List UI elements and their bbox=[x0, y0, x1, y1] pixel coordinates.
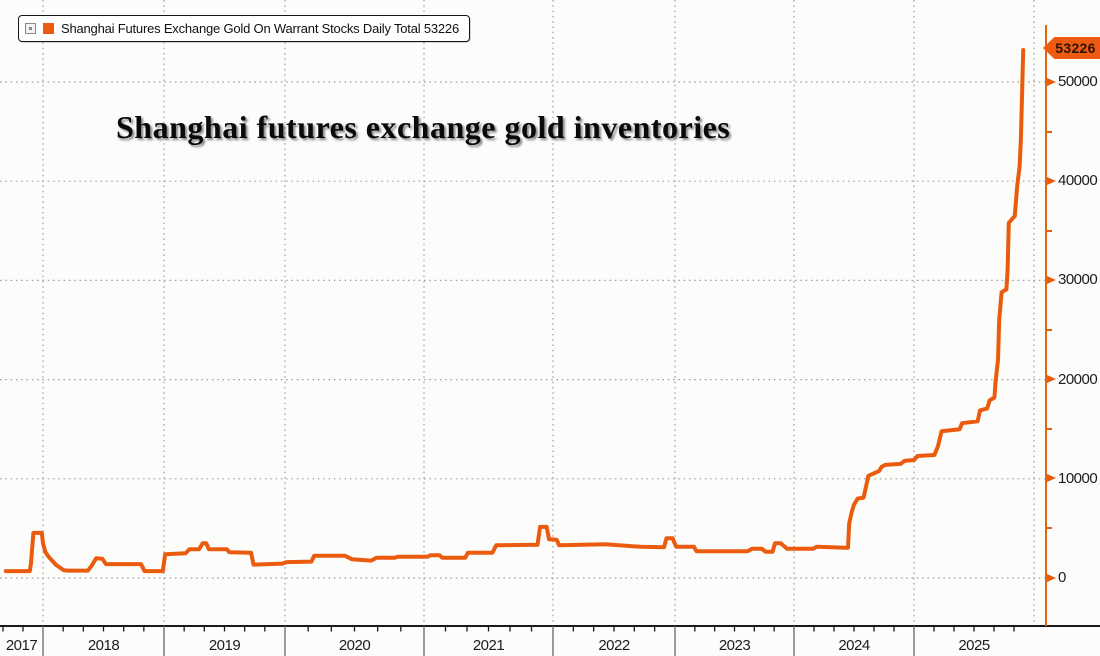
y-minor-tick bbox=[1047, 527, 1052, 530]
x-axis-label: 2022 bbox=[598, 637, 630, 654]
y-minor-tick bbox=[1047, 229, 1052, 232]
y-tick-arrow bbox=[1047, 474, 1056, 483]
y-axis-label: 0 bbox=[1058, 569, 1066, 586]
x-axis-label: 2021 bbox=[472, 637, 505, 654]
y-tick-arrow bbox=[1047, 176, 1056, 185]
x-axis-label: 2017 bbox=[5, 637, 38, 654]
y-axis-label: 30000 bbox=[1058, 271, 1098, 289]
series-line bbox=[3, 48, 1026, 574]
y-tick-arrow bbox=[1047, 573, 1056, 582]
x-axis-label: 2025 bbox=[958, 637, 990, 654]
y-axis-label: 40000 bbox=[1058, 172, 1098, 190]
x-axis-label: 2020 bbox=[338, 637, 371, 654]
legend-box[interactable]: Shanghai Futures Exchange Gold On Warran… bbox=[18, 15, 470, 42]
y-tick-arrow bbox=[1047, 275, 1056, 284]
chart-title: Shanghai futures exchange gold inventori… bbox=[116, 109, 731, 145]
y-axis-label: 20000 bbox=[1058, 370, 1098, 388]
legend-series-label: Shanghai Futures Exchange Gold On Warran… bbox=[61, 21, 459, 36]
series-color-swatch bbox=[43, 23, 54, 34]
y-axis-label: 50000 bbox=[1058, 73, 1098, 90]
y-axis-label: 10000 bbox=[1058, 469, 1098, 487]
y-tick-arrow bbox=[1047, 77, 1056, 86]
y-tick-arrow bbox=[1047, 375, 1056, 384]
y-minor-tick bbox=[1047, 329, 1052, 331]
y-minor-tick bbox=[1047, 130, 1052, 133]
last-value-flag: 53226 bbox=[1043, 37, 1100, 59]
last-value-text: 53226 bbox=[1055, 40, 1096, 56]
y-minor-tick bbox=[1047, 428, 1052, 431]
x-axis-label: 2023 bbox=[718, 637, 751, 654]
x-axis-label: 2024 bbox=[838, 637, 870, 654]
x-axis-label: 2019 bbox=[208, 637, 241, 654]
legend-toggle-icon[interactable] bbox=[25, 23, 36, 34]
x-axis-label: 2018 bbox=[87, 637, 120, 654]
